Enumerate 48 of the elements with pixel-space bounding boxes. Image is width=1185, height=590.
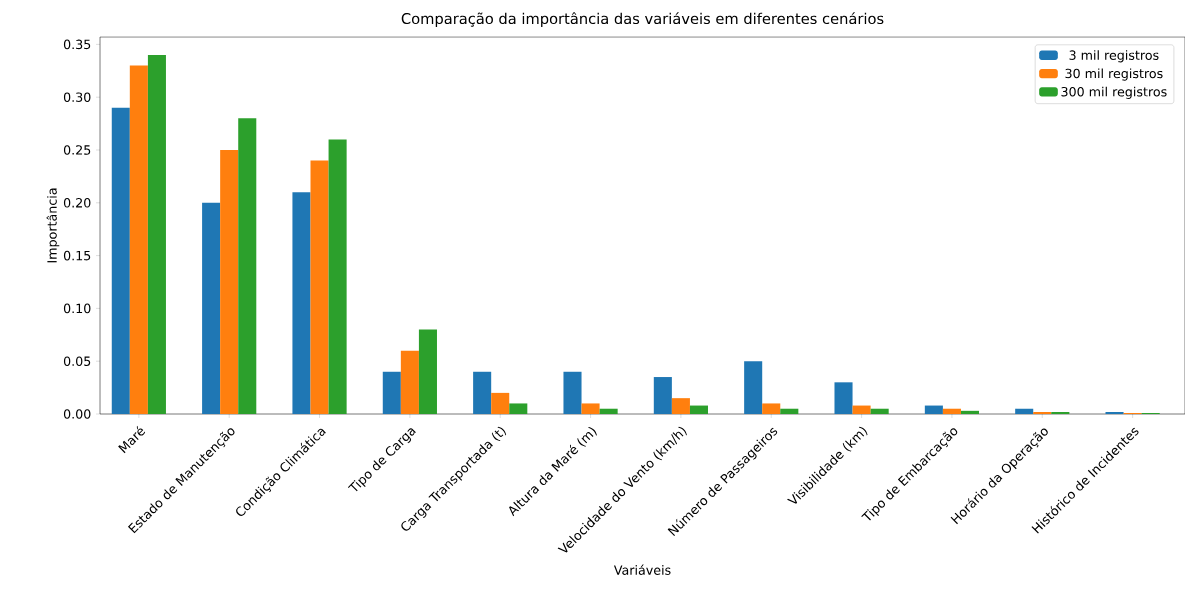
bar xyxy=(653,377,672,414)
bar xyxy=(400,350,419,414)
chart-title: Comparação da importância das variáveis em diferentes cenários xyxy=(401,12,884,27)
bar xyxy=(744,361,763,414)
y-tick-label: 0.25 xyxy=(63,145,91,155)
bar xyxy=(509,403,528,414)
y-tick-label: 0.20 xyxy=(63,198,91,208)
bar xyxy=(382,371,401,414)
y-tick-label: 0.00 xyxy=(63,409,91,419)
bar xyxy=(599,408,618,414)
y-axis-title: Importância xyxy=(46,188,60,263)
bar xyxy=(111,107,130,414)
bar xyxy=(671,398,690,414)
bar xyxy=(780,408,799,414)
bar xyxy=(870,408,889,414)
bar xyxy=(563,371,582,414)
bar xyxy=(1033,411,1052,414)
legend-label: 3 mil registros xyxy=(1069,50,1159,63)
y-tick-label: 0.05 xyxy=(63,356,91,366)
bar xyxy=(418,329,437,414)
bar xyxy=(762,403,781,414)
bar xyxy=(310,160,329,414)
legend-label: 300 mil registros xyxy=(1061,86,1167,99)
bar xyxy=(1051,411,1070,414)
bar xyxy=(689,405,708,414)
bar xyxy=(202,202,221,414)
y-tick-label: 0.35 xyxy=(63,39,91,50)
bar xyxy=(1015,408,1034,414)
bar xyxy=(238,118,257,414)
bar xyxy=(852,405,871,414)
bar xyxy=(581,403,600,414)
y-tick-label: 0.30 xyxy=(63,92,91,102)
bar xyxy=(924,405,943,414)
legend-label: 30 mil registros xyxy=(1065,68,1163,81)
bar xyxy=(473,371,492,414)
bar xyxy=(328,139,347,414)
bar xyxy=(491,392,510,414)
y-tick-label: 0.15 xyxy=(63,250,91,261)
bar xyxy=(147,54,166,414)
bar xyxy=(129,65,148,414)
bar xyxy=(220,149,239,414)
y-tick-label: 0.10 xyxy=(63,303,91,314)
bar xyxy=(960,410,980,414)
bar xyxy=(942,408,961,414)
bar xyxy=(292,192,311,414)
bar xyxy=(834,382,853,414)
x-axis-title: Variáveis xyxy=(613,564,671,575)
bar xyxy=(1105,411,1124,414)
